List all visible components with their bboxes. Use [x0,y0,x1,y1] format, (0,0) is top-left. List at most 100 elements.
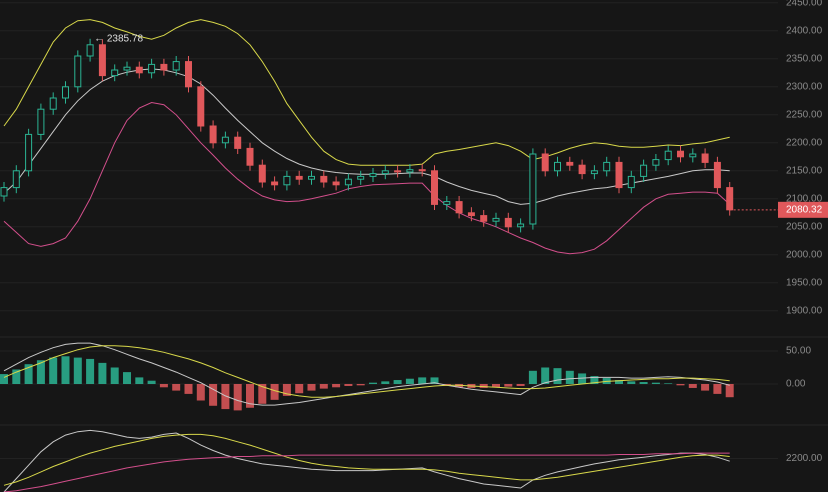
indicator-line [3,68,730,205]
candle-body [418,169,426,172]
macd-bar [221,384,230,410]
macd-bar [12,369,21,384]
macd-bar [184,384,193,394]
candle-body [25,133,33,172]
macd-bar [61,356,70,384]
candle-body [541,153,549,172]
candle-body [578,164,586,175]
macd-bar [430,377,439,384]
macd-bar [356,384,365,386]
indicator-line [3,342,730,406]
candle-body [554,161,561,172]
candle-body [615,161,623,189]
candle-body [480,215,488,222]
candle-body [37,108,45,135]
y-tick-label: 2100.00 [786,193,823,204]
candle-body [664,150,672,161]
candle-body [62,86,69,99]
macd-bar [504,384,513,387]
candle-body [504,217,512,228]
candle-body [369,173,377,177]
candle-body [344,178,352,186]
candle-body [295,175,303,180]
candle-body [492,217,500,222]
candle-body [713,161,721,189]
candle-body [320,175,328,183]
y-tick-label: 2300.00 [786,81,823,92]
y-tick-label: 2000.00 [786,249,823,260]
candle-body [689,153,697,158]
macd-bar [541,367,550,384]
macd-bar [713,384,722,394]
candle-body [726,187,734,211]
macd-bar [319,384,328,389]
candle-body [148,63,156,74]
macd-bar [49,357,58,384]
indicator-line [3,345,730,398]
y-tick-label: 2450.00 [786,0,823,8]
last-price-label: 2080.32 [786,204,823,215]
candle-body [517,223,525,228]
candle-body [455,201,463,214]
macd-bar [615,380,623,384]
candle-body [381,170,389,175]
macd-bar [418,377,427,384]
macd-bar [639,382,648,384]
macd-bar [479,384,488,388]
candle-body [652,159,660,166]
macd-bar [528,370,537,384]
macd-bar [578,373,587,384]
macd-bar [295,384,304,394]
macd-bar [516,384,525,386]
macd-bar [270,384,279,400]
candle-body [283,175,291,186]
candle-body [246,147,254,166]
macd-bar [725,384,734,398]
candle-body [258,164,266,183]
candle-body [603,161,611,172]
macd-bar [492,384,500,388]
candle-body [677,150,684,158]
y-tick-label: 50.00 [786,346,811,357]
macd-bar [36,360,45,384]
candle-body [111,69,119,77]
candle-body [0,187,8,197]
candle-body [308,175,315,180]
macd-bar [688,384,697,388]
candle-body [357,175,365,180]
candle-body [529,153,537,225]
candle-body [234,136,242,149]
candle-body [701,153,709,163]
macd-bar [565,370,574,384]
y-tick-label: 1900.00 [786,305,823,316]
macd-bar [135,377,144,384]
y-tick-label: 2150.00 [786,165,823,176]
macd-bar [86,358,95,384]
candle-body [332,181,340,186]
macd-bar [147,380,156,384]
candle-body [160,63,168,71]
macd-bar [651,382,660,384]
macd-bar [344,384,353,386]
macd-bar [24,364,33,384]
macd-bar [627,381,636,384]
indicator-line [3,433,730,486]
macd-bar [98,362,107,384]
macd-bar [369,382,377,384]
candle-body [406,169,414,173]
macd-bar [73,357,82,384]
macd-bar [590,376,599,384]
indicator-line [3,452,730,492]
macd-bar [233,384,242,411]
indicator-line [3,101,731,255]
y-tick-label: 2050.00 [786,221,823,232]
candle-body [221,136,229,144]
macd-bar [159,384,168,388]
macd-bar [258,384,267,404]
candle-body [431,170,438,205]
indicator-line [3,19,730,166]
candle-body [566,161,574,166]
macd-bar [664,383,673,384]
macd-bar [246,384,254,408]
